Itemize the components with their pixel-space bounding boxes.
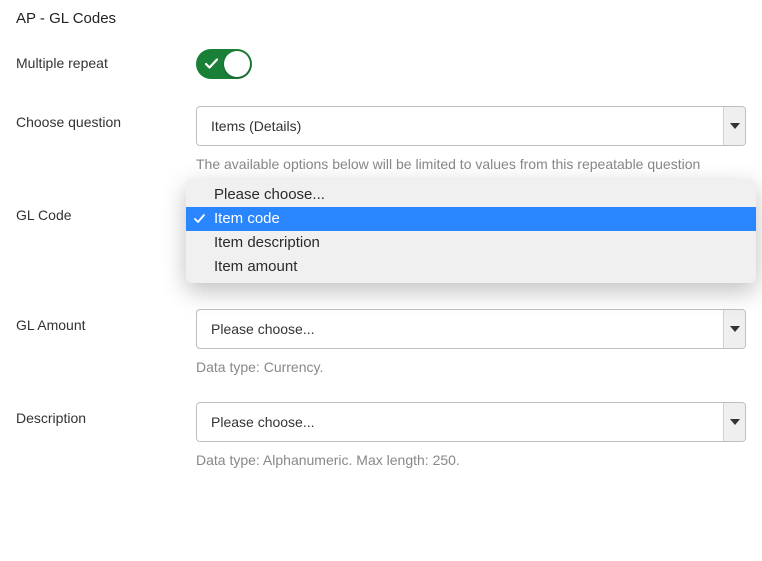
chevron-down-icon [730, 123, 740, 129]
gl-amount-value: Please choose... [211, 321, 315, 337]
row-description: Description Please choose... Data type: … [16, 402, 746, 471]
dropdown-option-label: Item amount [214, 258, 297, 275]
check-icon [205, 59, 218, 70]
description-select[interactable]: Please choose... [196, 402, 746, 442]
multiple-repeat-toggle[interactable] [196, 49, 252, 79]
row-gl-amount: GL Amount Please choose... Data type: Cu… [16, 309, 746, 378]
select-arrow [723, 107, 745, 145]
section-title: AP - GL Codes [16, 10, 746, 27]
description-value: Please choose... [211, 414, 315, 430]
label-gl-code: GL Code [16, 199, 196, 223]
select-arrow [723, 310, 745, 348]
choose-question-hint: The available options below will be limi… [196, 154, 746, 175]
chevron-down-icon [730, 419, 740, 425]
label-multiple-repeat: Multiple repeat [16, 47, 196, 71]
choose-question-value: Items (Details) [211, 118, 301, 134]
dropdown-option-label: Please choose... [214, 186, 325, 203]
dropdown-option[interactable]: Item amount [186, 255, 756, 279]
label-description: Description [16, 402, 196, 426]
gl-code-dropdown: Please choose... Item code Item descriptio… [186, 179, 756, 283]
check-icon [194, 214, 205, 224]
description-hint: Data type: Alphanumeric. Max length: 250… [196, 450, 746, 471]
dropdown-option[interactable]: Please choose... [186, 183, 756, 207]
label-choose-question: Choose question [16, 106, 196, 130]
row-choose-question: Choose question Items (Details) The avai… [16, 106, 746, 175]
label-gl-amount: GL Amount [16, 309, 196, 333]
dropdown-option-label: Item code [214, 210, 280, 227]
toggle-knob [224, 51, 250, 77]
dropdown-option-label: Item description [214, 234, 320, 251]
dropdown-option[interactable]: Item description [186, 231, 756, 255]
row-multiple-repeat: Multiple repeat [16, 47, 746, 82]
chevron-down-icon [730, 326, 740, 332]
gl-amount-select[interactable]: Please choose... [196, 309, 746, 349]
row-gl-code: GL Code Please choose...Item codeItem de… [16, 199, 746, 249]
dropdown-option[interactable]: Item code [186, 207, 756, 231]
select-arrow [723, 403, 745, 441]
choose-question-select[interactable]: Items (Details) [196, 106, 746, 146]
gl-amount-hint: Data type: Currency. [196, 357, 746, 378]
